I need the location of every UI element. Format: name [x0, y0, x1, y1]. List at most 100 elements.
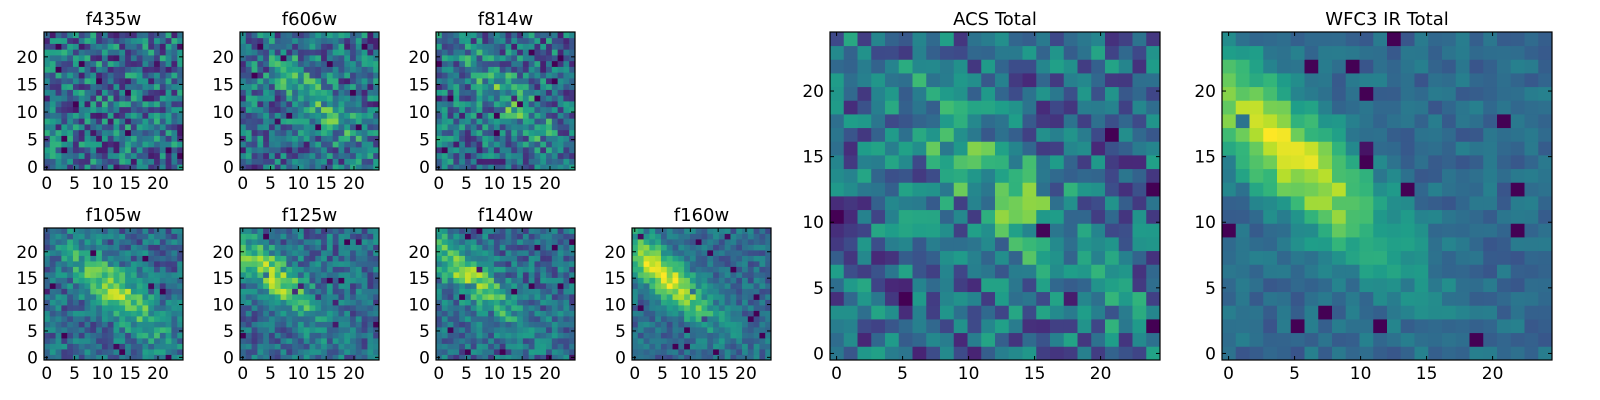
- heatmap-cell: [113, 327, 120, 333]
- heatmap-cell: [326, 106, 334, 113]
- heatmap-cell: [1442, 346, 1457, 361]
- heatmap-cell: [953, 278, 968, 293]
- heatmap-cell: [350, 147, 357, 154]
- heatmap-cell: [476, 37, 483, 44]
- heatmap-cell: [912, 264, 927, 279]
- panel-title: ACS Total: [953, 9, 1037, 30]
- heatmap-cell: [689, 288, 697, 295]
- heatmap-cell: [297, 316, 305, 322]
- heatmap-cell: [482, 118, 489, 125]
- heatmap-cell: [1105, 278, 1120, 293]
- heatmap-cell: [436, 283, 443, 289]
- heatmap-cell: [678, 332, 685, 339]
- heatmap-cell: [684, 327, 691, 333]
- heatmap-cell: [643, 299, 650, 306]
- heatmap-cell: [482, 327, 489, 333]
- heatmap-cell: [303, 343, 310, 350]
- heatmap-cell: [857, 114, 872, 129]
- heatmap-cell: [1105, 196, 1120, 211]
- heatmap-cell: [309, 283, 316, 289]
- heatmap-cell: [569, 83, 576, 90]
- heatmap-cell: [251, 255, 258, 262]
- heatmap-cell: [912, 45, 927, 60]
- heatmap-cell: [119, 228, 126, 234]
- heatmap-cell: [528, 233, 535, 240]
- heatmap-cell: [332, 255, 339, 262]
- heatmap-cell: [666, 327, 673, 333]
- heatmap-cell: [551, 272, 559, 278]
- heatmap-cell: [49, 106, 56, 113]
- heatmap-cell: [747, 349, 755, 355]
- heatmap-cell: [61, 277, 68, 284]
- heatmap-cell: [753, 310, 760, 317]
- heatmap-cell: [107, 239, 114, 245]
- heatmap-cell: [482, 310, 489, 317]
- heatmap-cell: [940, 155, 955, 170]
- heatmap-cell: [90, 164, 97, 171]
- heatmap-cell: [730, 321, 737, 328]
- heatmap-cell: [684, 277, 691, 284]
- heatmap-cell: [321, 332, 328, 339]
- heatmap-cell: [453, 158, 460, 165]
- heatmap-cell: [718, 294, 726, 300]
- heatmap-cell: [251, 43, 258, 50]
- heatmap-cell: [730, 299, 737, 306]
- heatmap-cell: [649, 305, 656, 311]
- heatmap-cell: [540, 106, 547, 113]
- heatmap-cell: [666, 250, 673, 256]
- heatmap-cell: [142, 255, 149, 262]
- heatmap-cell: [857, 346, 872, 361]
- heatmap-cell: [499, 283, 506, 289]
- heatmap-cell: [367, 266, 374, 273]
- axes-frame: [435, 227, 576, 361]
- heatmap-cell: [759, 349, 766, 355]
- heatmap-cell: [361, 78, 368, 85]
- heatmap-cell: [499, 288, 506, 295]
- heatmap-cell: [695, 332, 702, 339]
- heatmap-cell: [101, 43, 109, 50]
- heatmap-cell: [1077, 32, 1092, 47]
- heatmap-cell: [464, 266, 472, 273]
- heatmap-cell: [672, 294, 679, 300]
- heatmap-cell: [546, 250, 553, 256]
- heatmap-cell: [257, 305, 264, 311]
- heatmap-cell: [326, 95, 334, 102]
- heatmap-cell: [280, 124, 287, 131]
- heatmap-cell: [730, 288, 737, 295]
- heatmap-cell: [493, 147, 501, 154]
- heatmap-cell: [1146, 346, 1161, 361]
- heatmap-cell: [885, 209, 900, 224]
- heatmap-cell: [125, 72, 132, 79]
- heatmap-cell: [464, 343, 472, 350]
- heatmap-cell: [482, 37, 489, 44]
- heatmap-cell: [436, 244, 443, 251]
- heatmap-cell: [1387, 346, 1402, 361]
- heatmap-cell: [148, 354, 155, 361]
- heatmap-cell: [350, 106, 357, 113]
- y-tick-label: 15: [16, 269, 38, 289]
- heatmap-cell: [361, 152, 368, 159]
- heatmap-cell: [338, 49, 345, 56]
- heatmap-cell: [476, 288, 483, 295]
- heatmap-cell: [61, 316, 68, 322]
- heatmap-cell: [125, 49, 132, 56]
- heatmap-cell: [684, 321, 691, 328]
- heatmap-cell: [470, 261, 477, 267]
- heatmap-cell: [459, 37, 466, 44]
- heatmap-cell: [1132, 100, 1147, 115]
- heatmap-cell: [569, 135, 576, 142]
- heatmap-cell: [1222, 332, 1237, 347]
- heatmap-cell: [274, 147, 281, 154]
- heatmap-cell: [136, 272, 143, 278]
- heatmap-cell: [528, 327, 535, 333]
- heatmap-cell: [1050, 278, 1065, 293]
- heatmap-cell: [730, 343, 737, 350]
- heatmap-cell: [464, 124, 472, 131]
- heatmap-cell: [517, 37, 524, 44]
- heatmap-cell: [177, 66, 184, 73]
- heatmap-cell: [470, 158, 477, 165]
- heatmap-cell: [286, 272, 293, 278]
- heatmap-cell: [367, 66, 374, 73]
- heatmap-cell: [177, 37, 184, 44]
- heatmap-cell: [309, 158, 316, 165]
